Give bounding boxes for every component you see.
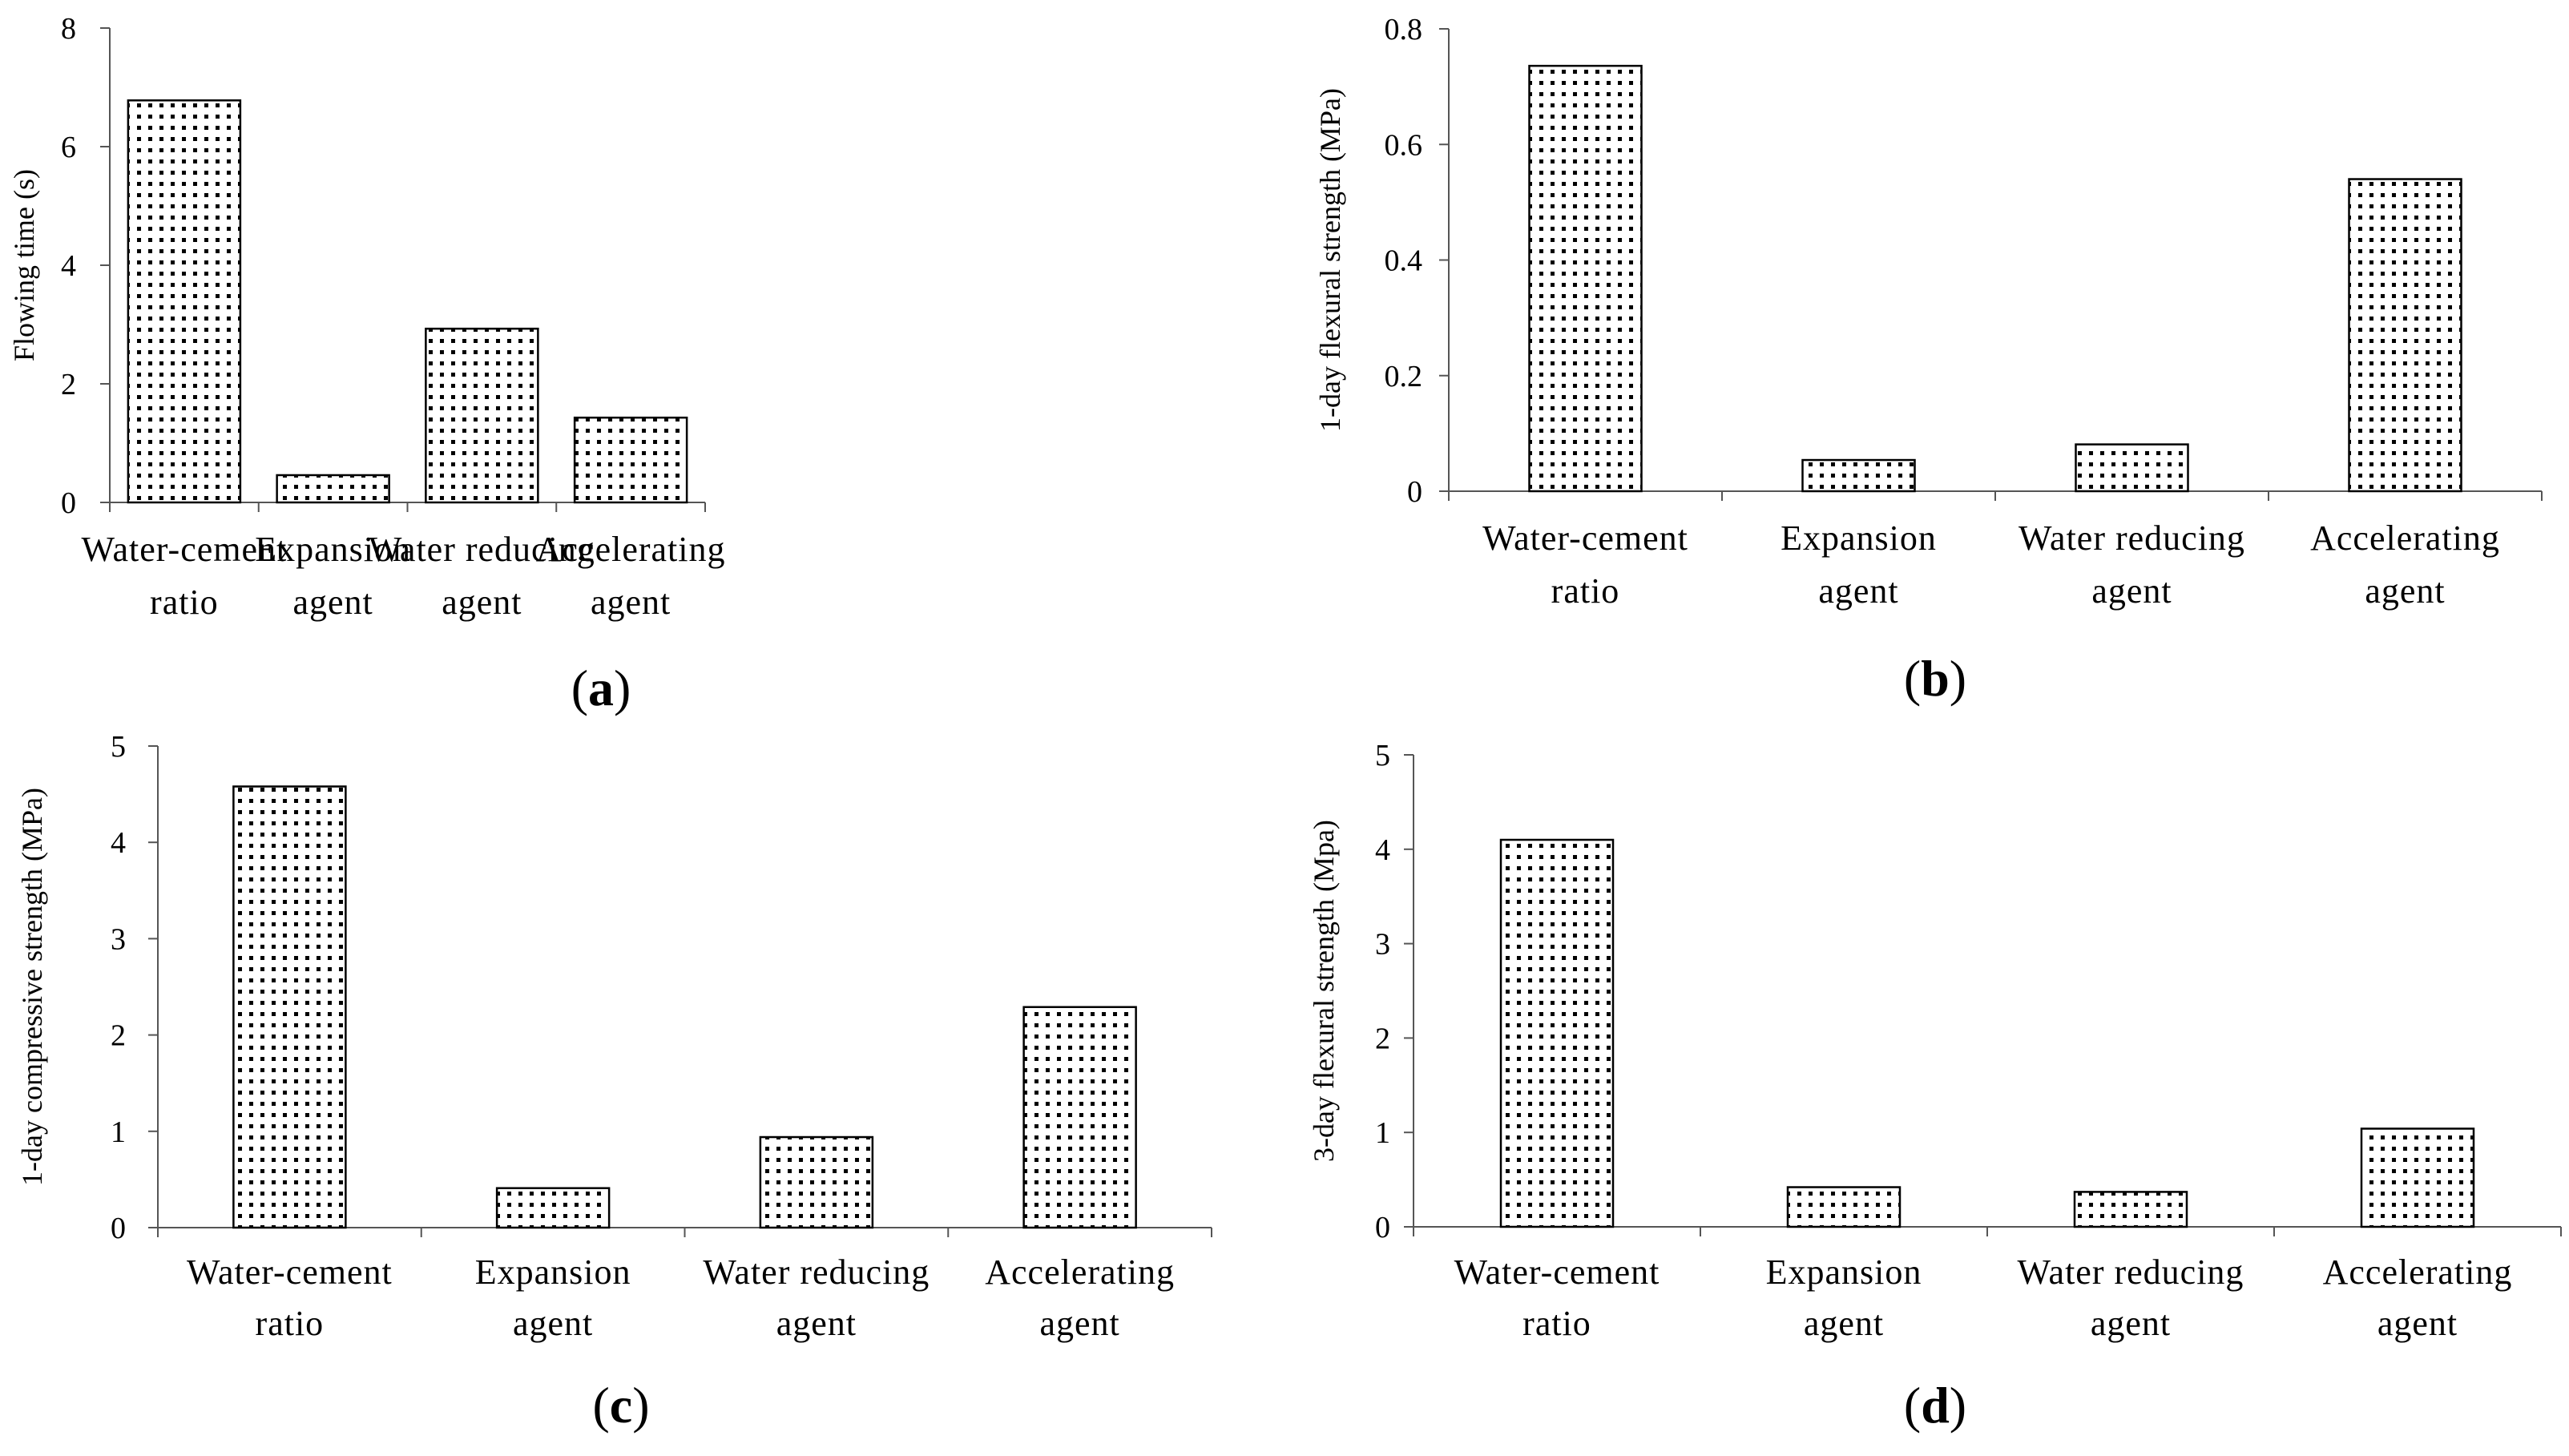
bar-d-2 [1786, 1186, 1902, 1228]
y-tick-label: 3 [1375, 928, 1390, 962]
y-tick-label: 0 [111, 1212, 126, 1245]
category-label: Water reducing [369, 530, 595, 569]
category-label: agent [2365, 571, 2445, 611]
category-label: Water-cement [1454, 1252, 1660, 1292]
category-label: ratio [1522, 1304, 1591, 1343]
bar-c-4 [1022, 1006, 1137, 1229]
category-label: ratio [150, 583, 219, 622]
category-label: Expansion [1781, 518, 1937, 558]
panel-label: (c) [592, 1377, 649, 1434]
y-tick-label: 0.2 [1385, 360, 1423, 393]
category-label: agent [776, 1304, 857, 1343]
category-label: ratio [1551, 571, 1620, 611]
category-label: Accelerating [2310, 518, 2500, 558]
y-tick-label: 1 [1375, 1116, 1390, 1150]
y-tick-label: 5 [111, 730, 126, 764]
y-tick-label: 0 [1375, 1211, 1390, 1244]
bar-b-1 [1528, 64, 1643, 493]
bar-d-1 [1499, 838, 1615, 1228]
category-label: agent [1818, 571, 1898, 611]
y-tick-label: 2 [1375, 1022, 1390, 1055]
y-axis-title: 1-day flexural strength (MPa) [1314, 88, 1346, 432]
chart-panel-c: 0 1 2 3 4 5 Water-cement ratio Expansion agent Wat… [16, 730, 1212, 1434]
category-label: Accelerating [536, 530, 726, 569]
y-tick-label: 2 [111, 1019, 126, 1053]
y-tick-label: 6 [61, 131, 76, 164]
y-axis-title: Flowing time (s) [8, 169, 40, 361]
y-tick-label: 0.4 [1385, 244, 1423, 278]
panel-label: (d) [1904, 1377, 1966, 1434]
category-label: agent [2091, 571, 2172, 611]
bar-d-4 [2360, 1127, 2475, 1228]
category-label: Water reducing [703, 1252, 930, 1292]
bar-b-3 [2075, 443, 2189, 493]
bar-a-3 [425, 327, 539, 504]
bar-b-4 [2348, 178, 2462, 493]
chart-panel-a: 0 2 4 6 8 Water-cement ratio Expansion agent Wate… [8, 12, 726, 716]
y-axis-title: 3-day flexural strength (Mpa) [1308, 820, 1340, 1162]
category-label: Water-cement [1482, 518, 1688, 558]
bar-c-3 [759, 1135, 874, 1229]
y-tick-label: 0 [61, 486, 76, 520]
category-label: Expansion [255, 530, 411, 569]
category-label: Expansion [1766, 1252, 1922, 1292]
panel-label: (a) [571, 659, 631, 716]
y-tick-label: 4 [61, 249, 76, 283]
category-label: ratio [256, 1304, 325, 1343]
y-tick-label: 4 [111, 826, 126, 860]
category-label: Accelerating [2323, 1252, 2513, 1292]
bar-c-2 [495, 1187, 611, 1229]
category-label: Water reducing [2018, 518, 2245, 558]
y-tick-label: 3 [111, 922, 126, 956]
category-label: Accelerating [985, 1252, 1175, 1292]
bar-c-1 [232, 785, 347, 1229]
category-label: agent [1804, 1304, 1884, 1343]
y-tick-label: 0.8 [1385, 13, 1423, 46]
chart-panel-b: 0 0.2 0.4 0.6 0.8 Water-cement ratio Expansion a… [1314, 13, 2543, 707]
category-label: Water reducing [2018, 1252, 2244, 1292]
bar-a-2 [276, 474, 390, 504]
y-tick-label: 5 [1375, 739, 1390, 772]
category-label: agent [2377, 1304, 2458, 1343]
category-label: Water-cement [82, 530, 288, 569]
bar-d-3 [2073, 1191, 2188, 1228]
y-tick-label: 0 [1407, 475, 1422, 509]
category-label: agent [2091, 1304, 2171, 1343]
category-label: agent [292, 583, 373, 622]
chart-panel-d: 0 1 2 3 4 5 Water-cement ratio Expansion agent Wat… [1308, 739, 2562, 1434]
y-tick-label: 2 [61, 368, 76, 401]
y-tick-label: 8 [61, 12, 76, 46]
bar-b-2 [1801, 458, 1916, 493]
category-label: agent [513, 1304, 593, 1343]
y-tick-label: 0.6 [1385, 128, 1423, 162]
category-label: agent [1039, 1304, 1119, 1343]
category-label: agent [442, 583, 522, 622]
category-label: Water-cement [187, 1252, 393, 1292]
category-label: Expansion [475, 1252, 631, 1292]
bar-a-4 [573, 416, 688, 504]
y-axis-title: 1-day compressive strength (MPa) [16, 788, 48, 1186]
y-tick-label: 1 [111, 1115, 126, 1149]
y-tick-label: 4 [1375, 833, 1390, 867]
bar-a-1 [127, 99, 242, 504]
panel-label: (b) [1904, 650, 1966, 707]
category-label: agent [591, 583, 671, 622]
